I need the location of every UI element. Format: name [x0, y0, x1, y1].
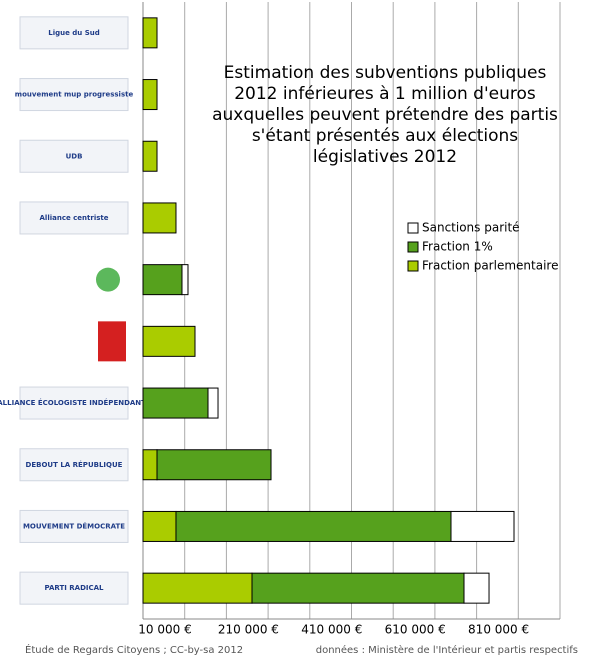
bar-segment — [142, 510, 177, 542]
logo-icon — [96, 267, 120, 292]
bar-segment — [142, 140, 158, 172]
legend-swatch — [407, 241, 419, 253]
bar-segment — [207, 387, 219, 419]
x-tick-label: 410 000 € — [301, 623, 362, 637]
bar-segment — [142, 387, 209, 419]
bar-segment — [450, 510, 515, 542]
bar-segment — [142, 264, 183, 296]
bar-segment — [251, 572, 465, 604]
x-tick-label: 810 000 € — [468, 623, 529, 637]
x-tick-label: 210 000 € — [218, 623, 279, 637]
bar-segment — [156, 449, 272, 481]
logo-box — [19, 386, 129, 420]
logo-box — [19, 78, 129, 112]
category-logo: ALLIANCE ÉCOLOGISTE INDÉPENDANTE — [0, 398, 151, 407]
category-logo: Alliance centriste — [40, 214, 109, 222]
category-logo: Ligue du Sud — [48, 29, 100, 37]
bar-segment — [175, 510, 452, 542]
bar-segment — [181, 264, 189, 296]
logo-box — [19, 448, 129, 482]
chart-title: Estimation des subventions publiques 201… — [212, 63, 558, 167]
legend-label: Fraction parlementaire — [422, 259, 558, 273]
legend-swatch — [407, 260, 419, 272]
source-right: données : Ministère de l'Intérieur et pa… — [316, 644, 578, 656]
category-logo: UDB — [66, 152, 83, 160]
bar-segment — [142, 572, 253, 604]
logo-box — [19, 139, 129, 173]
logo-box — [19, 201, 129, 235]
legend-label: Fraction 1% — [422, 240, 493, 254]
legend-swatch — [407, 222, 419, 234]
bar-segment — [142, 202, 177, 234]
category-logo: mouvement mup progressiste — [15, 91, 134, 99]
x-tick-label: 610 000 € — [385, 623, 446, 637]
logo-icon — [98, 321, 126, 362]
bar-segment — [463, 572, 490, 604]
bar-segment — [142, 449, 158, 481]
source-left: Étude de Regards Citoyens ; CC-by-sa 201… — [25, 643, 243, 656]
bar-segment — [142, 325, 196, 357]
legend-label: Sanctions parité — [422, 221, 520, 235]
bar-segment — [142, 17, 158, 49]
category-logo: PARTI RADICAL — [44, 584, 104, 592]
category-logo: MOUVEMENT DÉMOCRATE — [23, 521, 125, 530]
logo-box — [19, 571, 129, 605]
x-tick-label: 10 000 € — [138, 623, 191, 637]
logo-box — [19, 16, 129, 50]
category-logo: DEBOUT LA RÉPUBLIQUE — [26, 460, 123, 469]
bar-segment — [142, 79, 158, 111]
logo-box — [19, 509, 129, 543]
